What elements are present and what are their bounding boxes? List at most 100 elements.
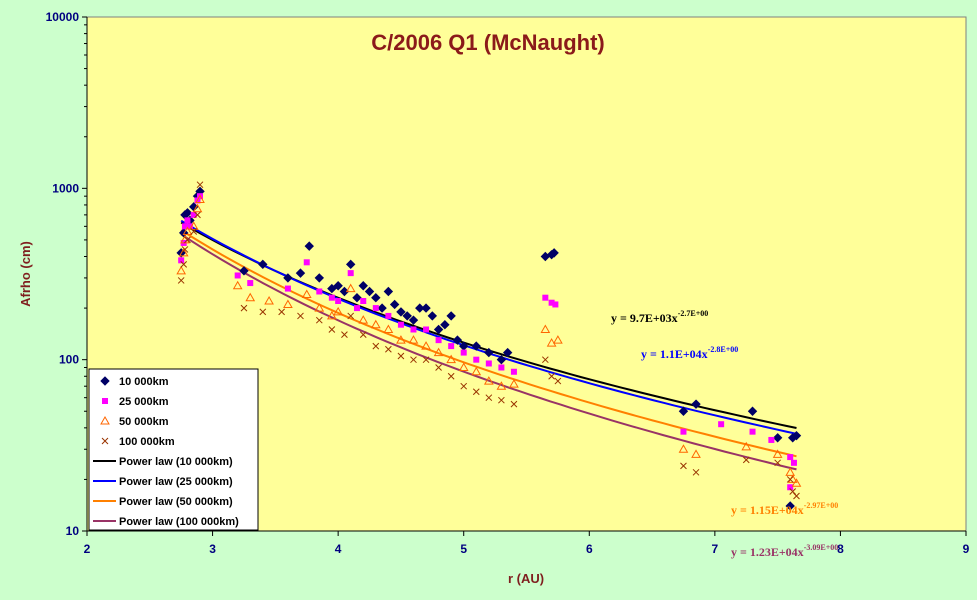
- data-point: [774, 459, 781, 467]
- data-point: [358, 315, 369, 324]
- power-law-line: [180, 233, 797, 471]
- data-point: [402, 311, 412, 321]
- data-point: [397, 321, 404, 328]
- data-point: [377, 303, 387, 313]
- data-point: [383, 286, 394, 297]
- data-point: [188, 221, 199, 230]
- data-point: [548, 299, 555, 306]
- data-point: [304, 241, 314, 251]
- data-point: [772, 449, 783, 458]
- data-point: [335, 297, 342, 304]
- data-point: [240, 304, 248, 312]
- data-point: [542, 294, 549, 301]
- data-point: [485, 394, 493, 402]
- data-point: [485, 360, 492, 367]
- data-point: [186, 223, 193, 230]
- data-point: [472, 388, 480, 396]
- data-point: [458, 362, 469, 372]
- data-point: [552, 301, 559, 308]
- data-point: [314, 273, 325, 283]
- data-point: [793, 492, 800, 500]
- data-point: [786, 476, 794, 483]
- data-point: [691, 449, 701, 458]
- data-point: [423, 326, 430, 333]
- power-law-line: [180, 229, 797, 458]
- data-point: [408, 335, 419, 344]
- chart-title: C/2006 Q1 (McNaught): [371, 30, 605, 55]
- data-point: [415, 303, 425, 313]
- data-point: [553, 335, 563, 344]
- x-axis-title: r (AU): [508, 571, 544, 586]
- data-point: [278, 308, 285, 316]
- data-point: [283, 299, 293, 308]
- data-markers: [176, 181, 802, 511]
- data-point: [549, 248, 559, 258]
- legend-box: [88, 368, 259, 531]
- data-point: [360, 297, 367, 304]
- data-point: [303, 259, 310, 266]
- data-point: [389, 299, 400, 310]
- data-point: [790, 459, 797, 466]
- x-tick-label: 4: [335, 542, 342, 556]
- data-point: [333, 306, 344, 316]
- data-point: [742, 456, 750, 464]
- data-point: [768, 436, 775, 443]
- data-point: [315, 316, 323, 324]
- data-point: [749, 428, 756, 435]
- data-point: [448, 343, 455, 350]
- data-point: [787, 454, 794, 461]
- data-point: [347, 312, 355, 320]
- legend-label: 100 000km: [119, 436, 175, 448]
- data-point: [196, 181, 204, 189]
- data-point: [680, 462, 687, 470]
- data-point: [333, 281, 343, 291]
- equation-label: y = 1.15E+04x-2.97E+00: [731, 501, 838, 517]
- data-point: [496, 381, 507, 390]
- data-point: [446, 311, 456, 321]
- data-point: [284, 285, 291, 292]
- data-point: [295, 268, 306, 278]
- data-point: [371, 292, 381, 303]
- data-point: [182, 208, 193, 218]
- data-point: [194, 211, 201, 219]
- data-point: [691, 399, 701, 409]
- legend-marker: [100, 415, 110, 425]
- data-point: [422, 356, 430, 364]
- data-point: [498, 396, 505, 404]
- legend-marker: [102, 398, 108, 404]
- data-point: [789, 488, 797, 495]
- y-tick-label: 10000: [46, 10, 80, 24]
- x-tick-label: 6: [586, 542, 593, 556]
- data-point: [447, 372, 455, 380]
- data-point: [328, 294, 335, 301]
- data-point: [341, 331, 348, 338]
- data-point: [327, 310, 337, 320]
- data-point: [385, 345, 392, 353]
- data-point: [182, 226, 193, 235]
- equation-label: y = 9.7E+03x-2.7E+00: [611, 309, 708, 325]
- legend-label: 25 000km: [119, 396, 169, 408]
- data-point: [327, 283, 337, 294]
- data-point: [258, 259, 268, 270]
- data-point: [184, 217, 191, 224]
- data-point: [498, 364, 505, 371]
- data-point: [178, 247, 189, 257]
- legend-label: Power law (25 000km): [119, 476, 233, 488]
- data-point: [372, 342, 380, 350]
- data-point: [358, 281, 368, 291]
- equation-annotations: y = 9.7E+03x-2.7E+00 y = 1.1E+04x-2.8E+00…: [611, 309, 838, 559]
- data-point: [239, 266, 249, 276]
- data-point: [692, 468, 700, 476]
- data-point: [314, 303, 325, 312]
- data-point: [452, 335, 463, 345]
- data-point: [433, 324, 444, 335]
- data-point: [554, 377, 562, 385]
- data-point: [353, 305, 360, 312]
- data-point: [190, 211, 197, 218]
- data-point: [176, 265, 187, 275]
- data-point: [195, 194, 205, 204]
- data-point: [787, 484, 794, 491]
- data-point: [546, 338, 557, 347]
- data-point: [741, 441, 752, 451]
